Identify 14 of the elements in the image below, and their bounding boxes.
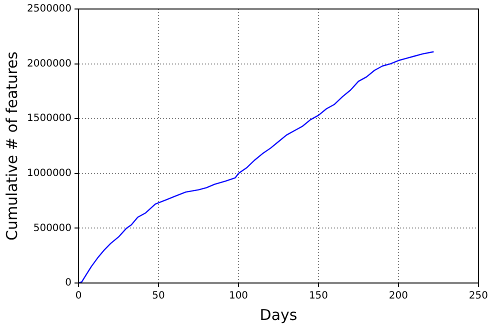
- x-tick-label: 250: [468, 290, 488, 302]
- x-tick-label: 150: [308, 290, 328, 302]
- y-tick-label: 1000000: [26, 168, 72, 179]
- y-axis-title: Cumulative # of features: [2, 51, 21, 240]
- y-tick-label: 2000000: [26, 58, 72, 70]
- x-tick-label: 50: [152, 290, 165, 302]
- x-axis-title: Days: [260, 306, 298, 324]
- x-tick-label: 200: [388, 290, 408, 302]
- y-tick-label: 0: [65, 278, 72, 289]
- y-tick-label: 1500000: [26, 113, 72, 124]
- y-tick-label: 2500000: [26, 4, 72, 15]
- x-tick-label: 100: [228, 290, 248, 302]
- y-tick-label: 500000: [33, 222, 72, 234]
- x-tick-label: 0: [75, 290, 82, 302]
